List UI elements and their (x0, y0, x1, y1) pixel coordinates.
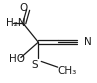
Text: S: S (31, 60, 38, 70)
Text: N: N (84, 37, 92, 47)
Text: HO: HO (9, 54, 25, 64)
Text: O: O (20, 3, 28, 13)
Text: CH₃: CH₃ (58, 66, 77, 76)
Text: H₂N: H₂N (6, 18, 26, 28)
